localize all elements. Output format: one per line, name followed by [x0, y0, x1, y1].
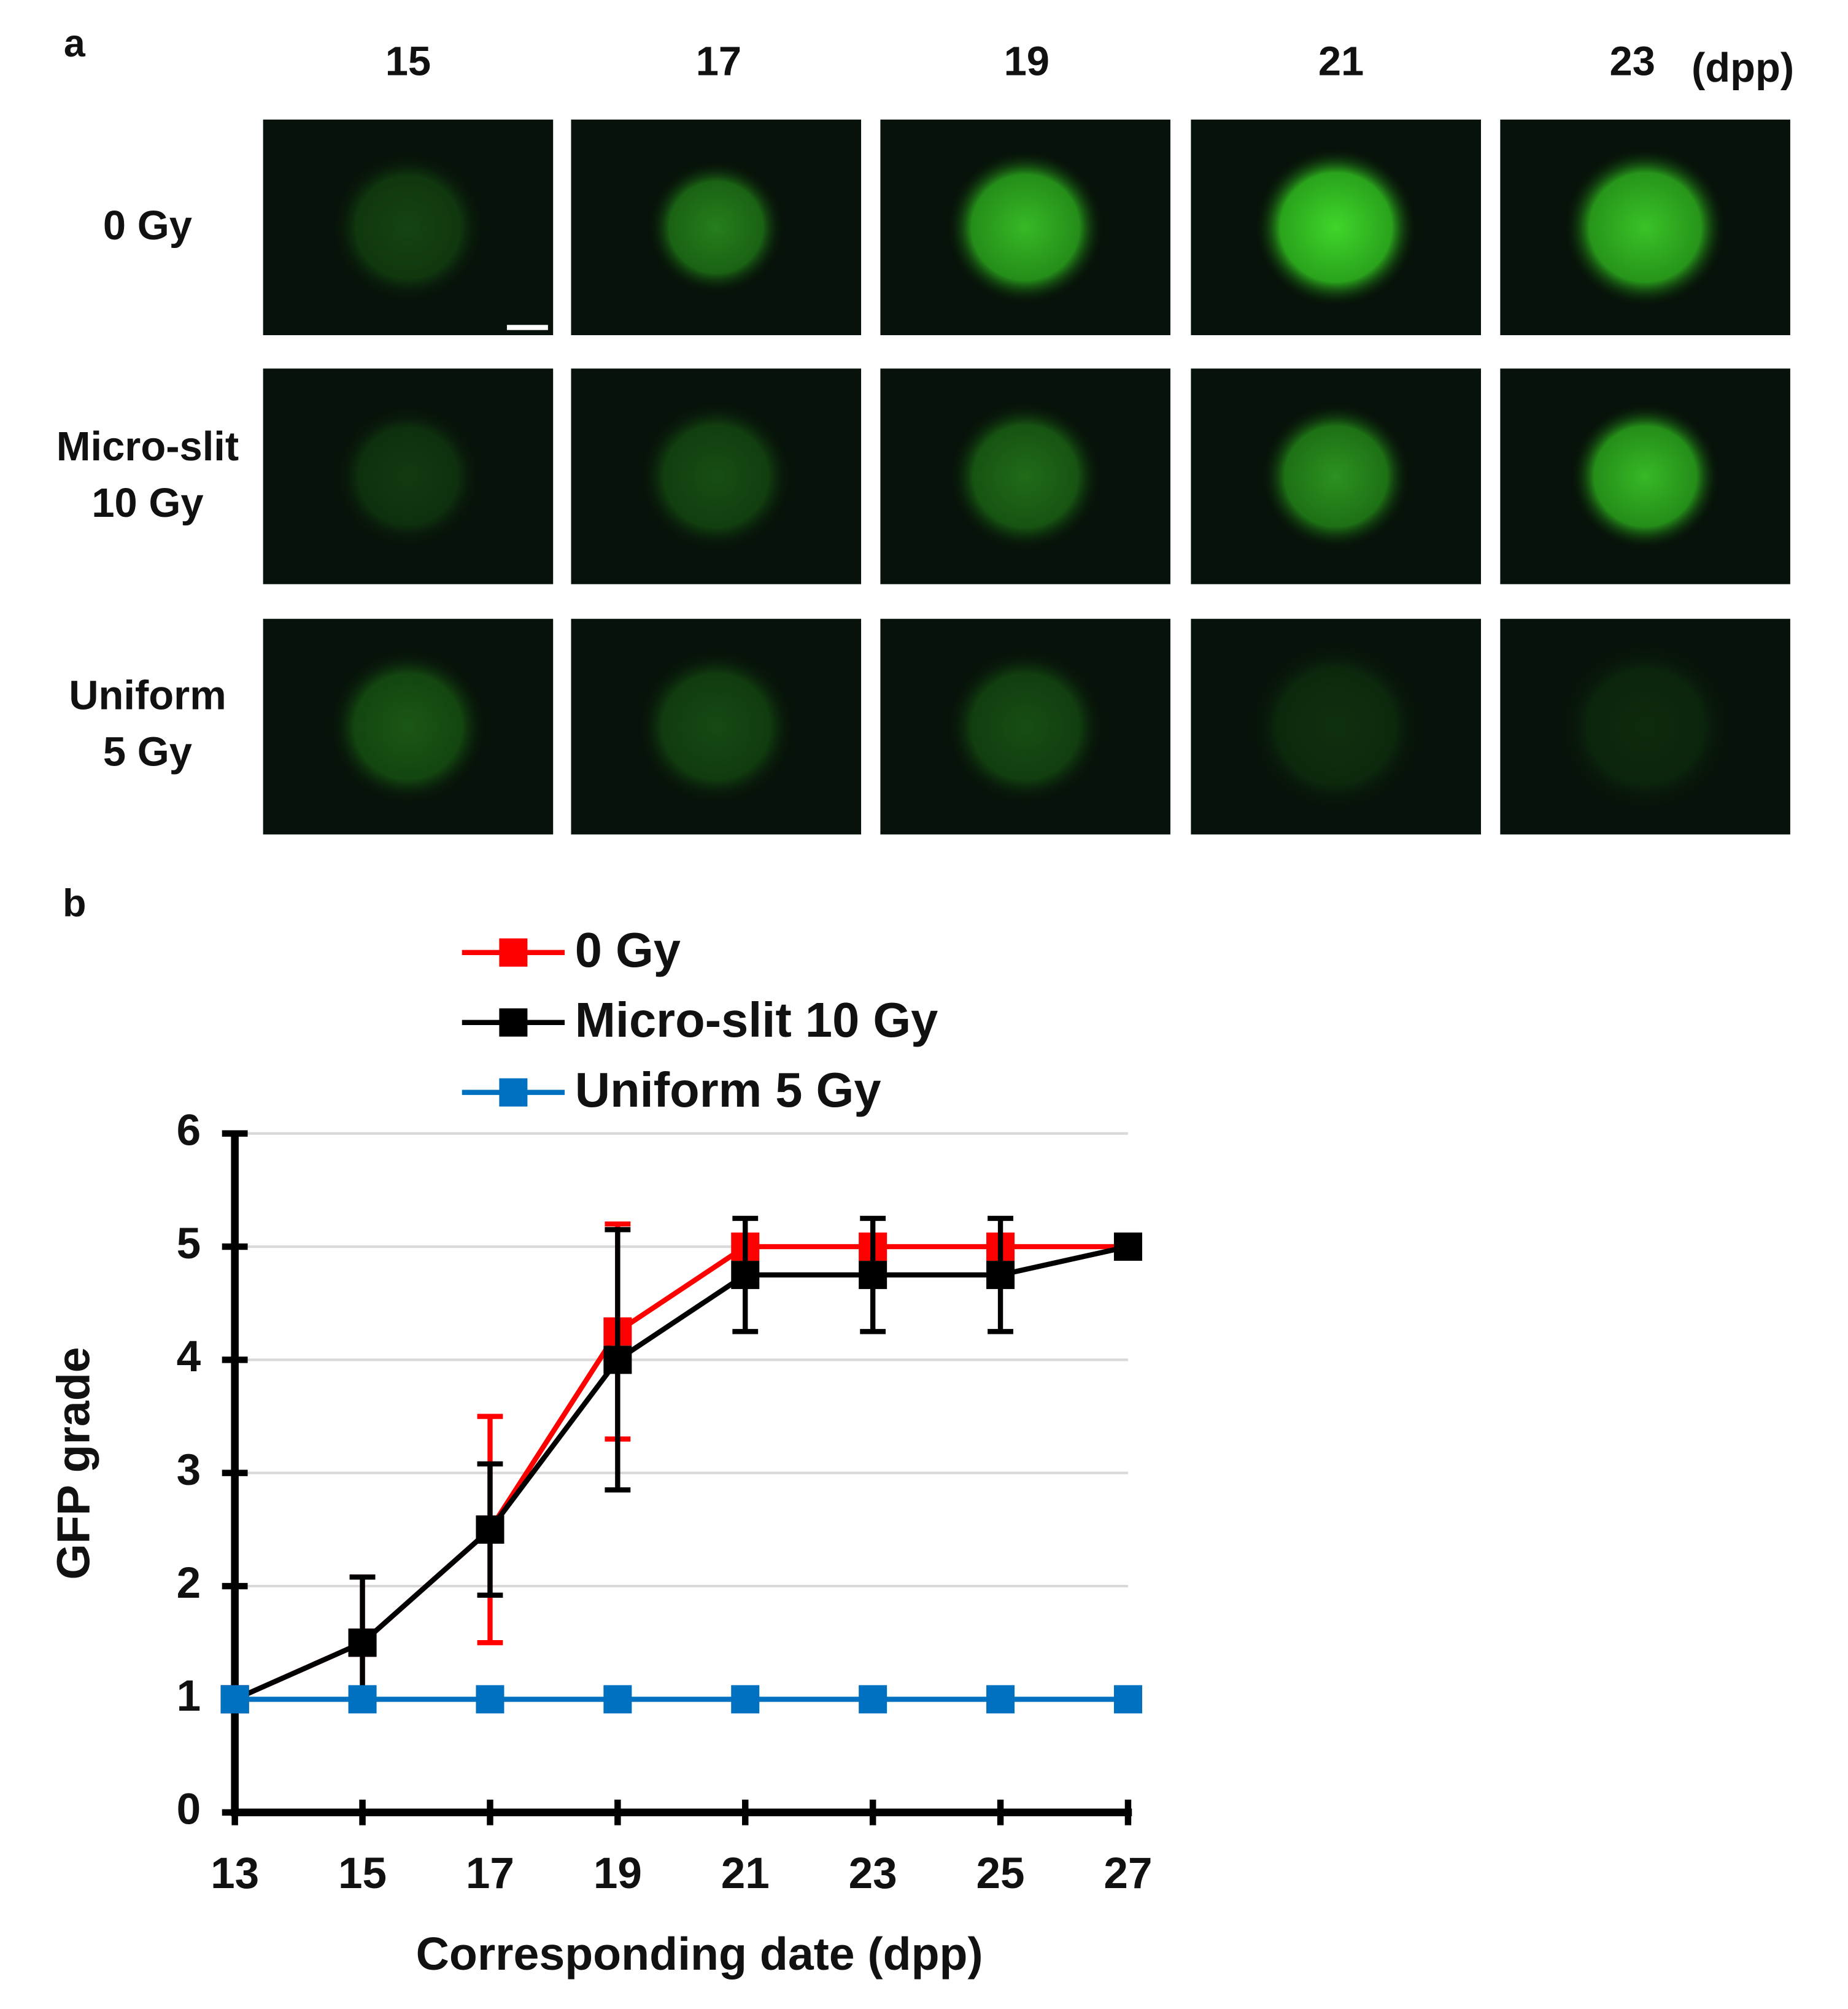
x-tick-label: 27	[1104, 1849, 1152, 1898]
x-tick-label: 15	[338, 1849, 387, 1898]
data-point	[731, 1685, 760, 1714]
y-axis-title: GFP grade	[47, 1347, 99, 1579]
column-label: 23	[1610, 39, 1655, 85]
testis-glow	[331, 651, 485, 802]
data-point	[986, 1261, 1015, 1290]
y-tick-label: 2	[177, 1559, 201, 1608]
y-tick-label: 6	[177, 1106, 201, 1155]
micrograph	[571, 119, 862, 336]
y-tick-label: 4	[177, 1333, 201, 1381]
x-tick-label: 17	[466, 1849, 514, 1898]
row-label: 5 Gy	[103, 729, 192, 775]
legend-marker	[499, 1078, 528, 1107]
column-label: 17	[696, 39, 741, 85]
data-point	[220, 1685, 249, 1714]
data-point	[348, 1628, 377, 1657]
micrograph	[263, 368, 554, 584]
data-point	[859, 1685, 887, 1714]
y-tick-label: 1	[177, 1672, 201, 1721]
testis-glow	[641, 403, 791, 549]
micrograph	[1191, 119, 1481, 336]
micrograph	[263, 619, 554, 835]
legend-label: Micro-slit 10 Gy	[575, 993, 938, 1047]
micrograph	[1191, 619, 1481, 835]
x-tick-label: 21	[721, 1849, 770, 1898]
y-tick-label: 5	[177, 1220, 201, 1268]
testis-glow	[639, 651, 794, 802]
testis-glow	[1572, 405, 1718, 548]
row-label: 10 Gy	[91, 480, 203, 526]
x-axis-title: Corresponding date (dpp)	[416, 1928, 983, 1980]
micrograph	[1500, 368, 1790, 584]
legend-label: Uniform 5 Gy	[575, 1063, 881, 1117]
row-label: 0 Gy	[103, 203, 192, 249]
x-tick-label: 23	[849, 1849, 897, 1898]
testis-glow	[1256, 149, 1416, 306]
testis-glow	[1561, 645, 1729, 808]
column-label: 21	[1318, 39, 1364, 85]
x-tick-label: 19	[593, 1849, 642, 1898]
column-label: 19	[1004, 39, 1050, 85]
testis-glow	[948, 152, 1103, 303]
data-point	[986, 1685, 1015, 1714]
series-line	[233, 1244, 1129, 1702]
micrograph	[263, 119, 554, 336]
row-label: Uniform	[69, 672, 226, 718]
data-point	[603, 1345, 632, 1374]
data-point	[1113, 1232, 1142, 1261]
testis-glow	[1262, 405, 1409, 548]
data-point	[859, 1261, 887, 1290]
scale-bar	[506, 325, 548, 330]
data-point	[348, 1685, 377, 1714]
micrograph	[1191, 368, 1481, 584]
data-point	[603, 1685, 632, 1714]
x-tick-label: 13	[211, 1849, 259, 1898]
legend-label: 0 Gy	[575, 923, 681, 977]
column-unit: (dpp)	[1691, 45, 1794, 91]
micrograph	[571, 368, 862, 584]
testis-glow	[951, 403, 1100, 549]
y-tick-label: 0	[177, 1786, 201, 1834]
data-point	[1113, 1685, 1142, 1714]
micrograph	[1500, 119, 1790, 336]
data-point	[731, 1261, 760, 1290]
testis-glow	[1565, 149, 1725, 306]
data-point	[476, 1515, 505, 1544]
testis-glow	[649, 161, 783, 293]
panel-label: b	[63, 882, 86, 925]
testis-glow	[1252, 645, 1420, 808]
micrograph	[880, 119, 1170, 336]
testis-glow	[948, 651, 1103, 802]
micrograph	[880, 619, 1170, 835]
x-tick-label: 25	[976, 1849, 1025, 1898]
data-point	[476, 1685, 505, 1714]
micrograph	[571, 619, 862, 835]
y-tick-label: 3	[177, 1446, 201, 1494]
micrograph	[1500, 619, 1790, 835]
testis-glow	[333, 154, 483, 301]
testis-glow	[337, 407, 479, 546]
legend-marker	[499, 938, 528, 967]
row-label: Micro-slit	[56, 424, 239, 470]
column-label: 15	[385, 39, 431, 85]
panel-label: a	[64, 22, 86, 65]
micrograph	[880, 368, 1170, 584]
legend-marker	[499, 1008, 528, 1037]
